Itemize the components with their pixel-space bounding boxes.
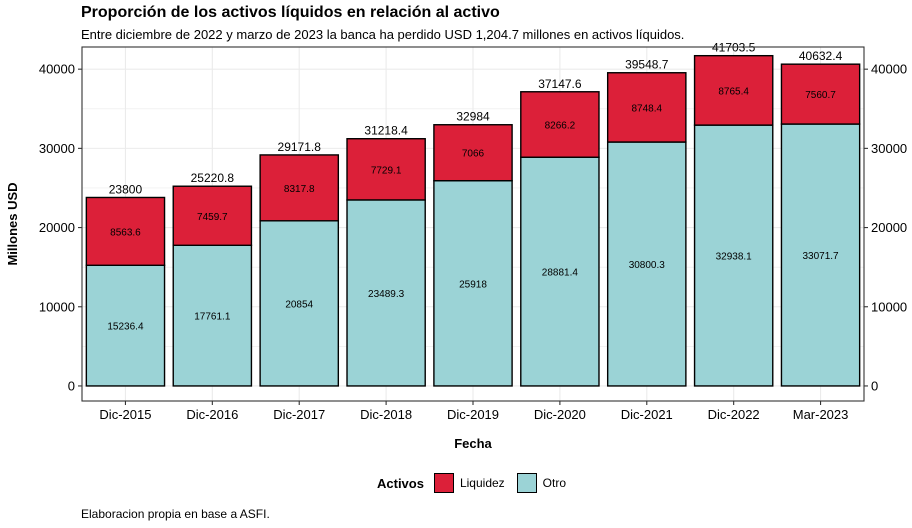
y-tick-label-left: 0 xyxy=(68,378,75,393)
x-tick-label: Dic-2022 xyxy=(708,407,760,422)
x-tick-label: Dic-2021 xyxy=(621,407,673,422)
y-tick-label-right: 0 xyxy=(871,378,878,393)
x-tick-label: Dic-2020 xyxy=(534,407,586,422)
legend-label-liquidez: Liquidez xyxy=(459,476,505,490)
y-tick-label-left: 30000 xyxy=(39,141,75,156)
legend-swatch-otro xyxy=(516,473,537,493)
data-label-liquidez: 8266.2 xyxy=(545,120,576,131)
y-tick-label-right: 40000 xyxy=(871,62,907,77)
bar-liquidez xyxy=(85,196,166,266)
legend-item-liquidez: Liquidez xyxy=(433,473,505,493)
bar-otro xyxy=(780,123,861,387)
bar-liquidez xyxy=(606,72,687,143)
bar-liquidez xyxy=(780,63,861,125)
bar-liquidez xyxy=(172,185,253,246)
data-label-total: 41703.5 xyxy=(712,41,756,55)
bar-otro xyxy=(259,220,340,387)
bar-otro xyxy=(606,141,687,387)
bar-liquidez xyxy=(346,138,426,201)
data-label-otro: 17761.1 xyxy=(194,312,231,323)
x-tick-label: Dic-2015 xyxy=(99,407,151,422)
data-label-otro: 23489.3 xyxy=(368,289,405,300)
y-axis-title: Millones USD xyxy=(5,182,20,265)
data-label-otro: 28881.4 xyxy=(542,268,579,279)
data-label-total: 25220.8 xyxy=(191,171,235,185)
data-label-total: 31218.4 xyxy=(364,124,408,138)
data-label-otro: 32938.1 xyxy=(716,252,753,263)
chart-title: Proporción de los activos líquidos en re… xyxy=(81,4,500,21)
bar-otro xyxy=(693,124,774,387)
bar-liquidez xyxy=(520,91,600,158)
bar-otro xyxy=(346,199,426,387)
data-label-otro: 25918 xyxy=(459,279,487,290)
x-axis-title: Fecha xyxy=(454,436,492,451)
data-label-otro: 33071.7 xyxy=(802,251,839,262)
data-label-total: 37147.6 xyxy=(538,77,582,91)
data-label-total: 23800 xyxy=(109,182,143,196)
data-label-otro: 15236.4 xyxy=(107,322,144,333)
x-tick-label: Dic-2018 xyxy=(360,407,412,422)
y-tick-label-right: 20000 xyxy=(871,220,907,235)
y-tick-label-right: 30000 xyxy=(871,141,907,156)
data-label-liquidez: 8748.4 xyxy=(631,103,662,114)
data-label-liquidez: 7729.1 xyxy=(371,165,402,176)
data-label-total: 39548.7 xyxy=(625,58,669,72)
y-tick-label-right: 10000 xyxy=(871,299,907,314)
legend: Activos Liquidez Otro xyxy=(377,468,578,498)
data-label-otro: 20854 xyxy=(285,299,313,310)
x-tick-label: Mar-2023 xyxy=(793,407,849,422)
chart-subtitle: Entre diciembre de 2022 y marzo de 2023 … xyxy=(81,27,685,42)
bar-otro xyxy=(520,156,600,387)
y-tick-label-left: 10000 xyxy=(39,299,75,314)
data-label-liquidez: 7459.7 xyxy=(197,212,228,223)
data-label-liquidez: 7066 xyxy=(462,149,485,160)
bar-otro xyxy=(433,179,513,387)
data-label-otro: 30800.3 xyxy=(629,260,666,271)
data-label-total: 40632.4 xyxy=(799,49,843,63)
legend-title: Activos xyxy=(377,475,424,491)
legend-swatch-liquidez xyxy=(433,473,454,493)
y-tick-label-left: 40000 xyxy=(39,62,75,77)
data-label-total: 32984 xyxy=(456,110,490,124)
x-tick-label: Dic-2019 xyxy=(447,407,499,422)
legend-label-otro: Otro xyxy=(542,476,567,490)
data-label-total: 29171.8 xyxy=(278,140,322,154)
x-tick-label: Dic-2016 xyxy=(186,407,238,422)
bar-liquidez xyxy=(693,54,774,126)
x-tick-label: Dic-2017 xyxy=(273,407,325,422)
bar-liquidez xyxy=(433,124,513,182)
data-label-liquidez: 8563.6 xyxy=(110,227,141,238)
y-tick-label-left: 20000 xyxy=(39,220,75,235)
data-label-liquidez: 7560.7 xyxy=(805,90,836,101)
data-label-liquidez: 8765.4 xyxy=(718,86,749,97)
caption: Elaboracion propia en base a ASFI. xyxy=(81,507,270,521)
bar-liquidez xyxy=(259,154,340,222)
legend-item-otro: Otro xyxy=(516,473,567,493)
data-label-liquidez: 8317.8 xyxy=(284,184,315,195)
